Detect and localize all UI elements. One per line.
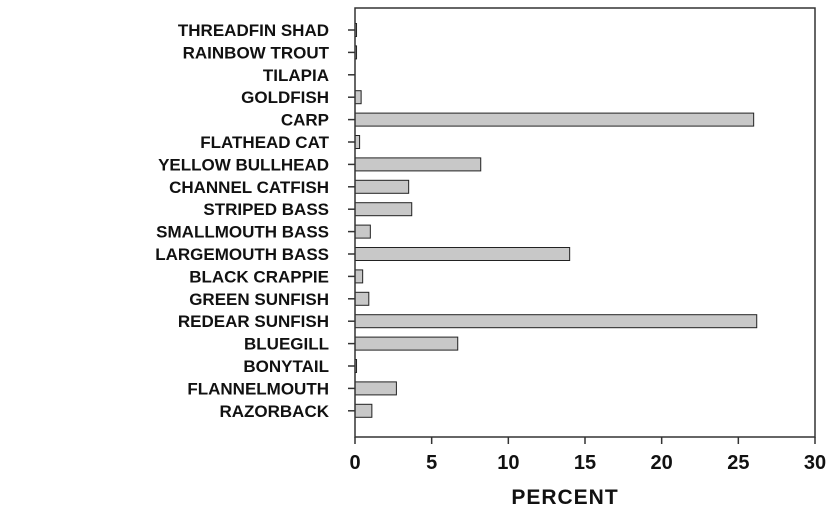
category-label: RAINBOW TROUT [183, 43, 330, 62]
category-label: RAZORBACK [219, 402, 329, 421]
y-ticks-layer [348, 29, 355, 412]
x-tick-labels: 0 5 10 15 20 25 30 [349, 452, 826, 474]
bar [354, 179, 410, 194]
bar [354, 247, 571, 261]
x-tick-label: 25 [727, 452, 749, 474]
category-label: LARGEMOUTH BASS [155, 245, 329, 264]
x-tick-label: 15 [574, 452, 596, 474]
category-label: FLANNELMOUTH [187, 379, 329, 398]
x-tick-label: 20 [651, 452, 673, 474]
category-label: YELLOW BULLHEAD [158, 155, 329, 174]
x-tick-label: 10 [497, 452, 519, 474]
category-label: TILAPIA [263, 66, 329, 85]
bar [354, 381, 397, 396]
category-label: THREADFIN SHAD [178, 21, 329, 40]
category-label: GREEN SUNFISH [189, 290, 329, 309]
x-tick-label: 0 [349, 452, 360, 474]
category-label: CHANNEL CATFISH [169, 178, 329, 197]
bar [354, 112, 755, 127]
x-axis-title: PERCENT [511, 486, 618, 509]
category-label: GOLDFISH [241, 88, 329, 107]
bars-layer [354, 23, 758, 418]
category-label: STRIPED BASS [203, 200, 329, 219]
bar [354, 314, 758, 329]
x-tick-label: 30 [804, 452, 826, 474]
bar [354, 224, 371, 239]
bar [354, 403, 373, 418]
x-ticks-layer [354, 437, 816, 444]
bar [354, 336, 459, 351]
bar [354, 157, 482, 172]
bar [354, 291, 370, 306]
category-labels: THREADFIN SHAD RAINBOW TROUT TILAPIA GOLDFI… [155, 21, 330, 421]
category-label: BLUEGILL [244, 335, 329, 354]
x-tick-label: 5 [426, 452, 437, 474]
category-label: CARP [281, 111, 329, 130]
bar [354, 269, 364, 284]
category-label: REDEAR SUNFISH [178, 312, 329, 331]
plot-frame [354, 7, 816, 438]
category-label: BONYTAIL [243, 357, 329, 376]
category-label: BLACK CRAPPIE [189, 267, 329, 286]
bar [354, 90, 362, 105]
bar [354, 202, 413, 217]
category-label: FLATHEAD CAT [200, 133, 329, 152]
category-label: SMALLMOUTH BASS [156, 223, 329, 242]
